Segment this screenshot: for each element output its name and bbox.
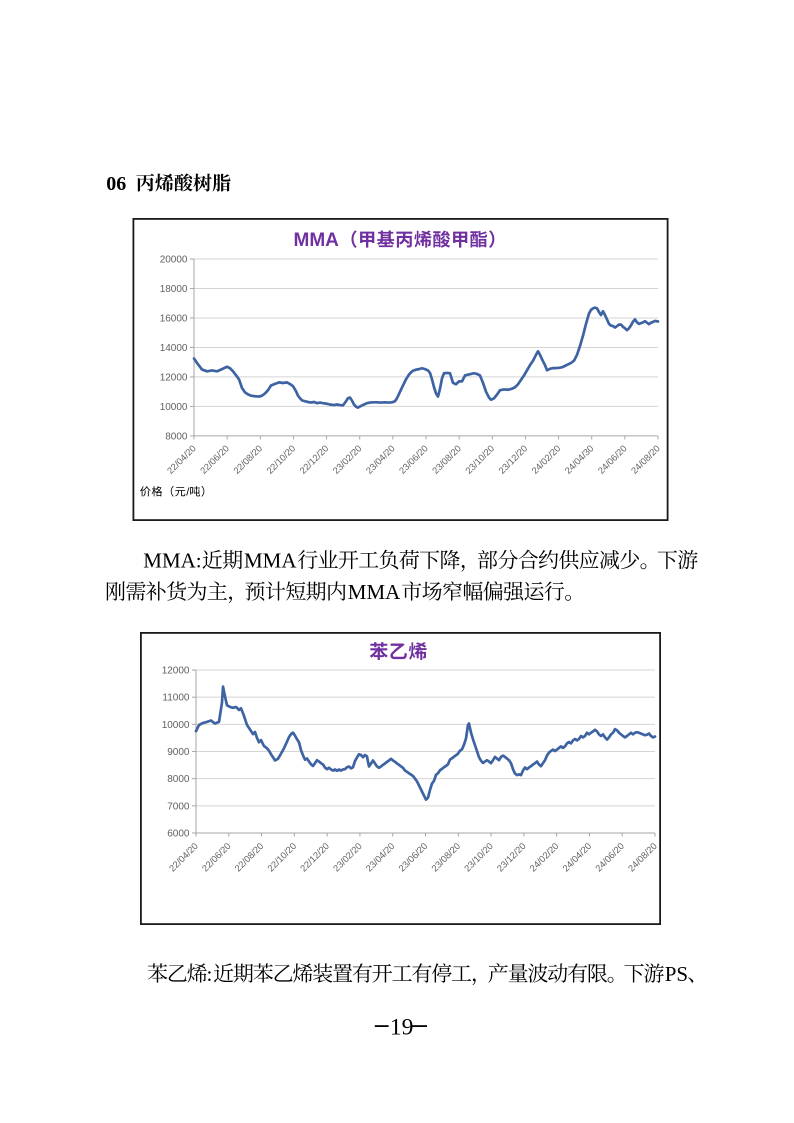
- svg-text:6000: 6000: [167, 829, 190, 840]
- svg-text:MMA: MMA: [348, 580, 401, 604]
- svg-text:8000: 8000: [165, 431, 188, 442]
- svg-text:16000: 16000: [160, 313, 188, 324]
- svg-text:20000: 20000: [160, 255, 188, 266]
- svg-text:19: 19: [390, 1014, 414, 1040]
- svg-text::: :: [207, 962, 213, 986]
- svg-text:7000: 7000: [167, 801, 190, 812]
- svg-text:10000: 10000: [160, 402, 188, 413]
- svg-text:10000: 10000: [162, 720, 190, 731]
- svg-text:9000: 9000: [167, 747, 190, 758]
- svg-text:11000: 11000: [162, 693, 190, 704]
- svg-text:18000: 18000: [160, 284, 188, 295]
- svg-text:MMA: MMA: [244, 549, 297, 573]
- svg-text:12000: 12000: [160, 372, 188, 383]
- svg-text:12000: 12000: [162, 666, 190, 677]
- svg-text:PS: PS: [665, 962, 688, 986]
- svg-text:14000: 14000: [160, 343, 188, 354]
- svg-text:8000: 8000: [167, 774, 190, 785]
- svg-text:/: /: [186, 487, 190, 499]
- svg-text:06: 06: [106, 173, 126, 195]
- svg-text:MMA:: MMA:: [143, 549, 201, 573]
- svg-text:MMA: MMA: [294, 230, 340, 251]
